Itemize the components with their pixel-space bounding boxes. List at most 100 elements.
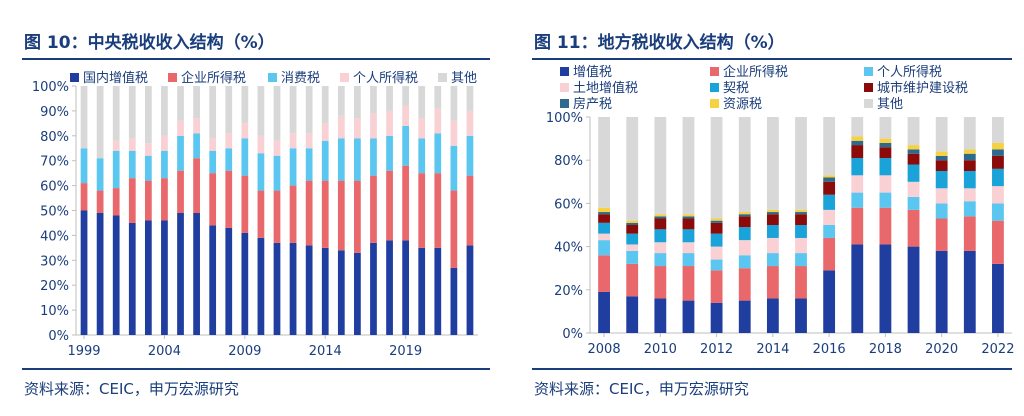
bar-segment <box>851 145 864 159</box>
bar-segment <box>434 247 442 335</box>
x-tick-label: 2010 <box>644 342 677 357</box>
bar-segment <box>241 123 249 139</box>
bar-segment <box>823 270 836 333</box>
bar-segment <box>963 171 976 189</box>
bar-segment <box>209 173 217 226</box>
y-tick-label: 0% <box>48 329 69 344</box>
legend-swatch <box>560 99 569 108</box>
bar-segment <box>992 155 1004 169</box>
bar-segment <box>598 240 610 256</box>
bar-segment <box>992 117 1004 143</box>
bar-segment <box>710 233 723 247</box>
bar-segment <box>963 149 976 154</box>
bar-segment <box>992 263 1004 333</box>
bar-segment <box>654 242 667 254</box>
bar-segment <box>337 250 345 335</box>
bar-segment <box>241 86 249 124</box>
legend-swatch <box>710 67 719 76</box>
bar-segment <box>177 120 184 136</box>
bar-segment <box>193 212 200 335</box>
bar-segment <box>963 160 976 171</box>
bar-segment <box>112 215 120 335</box>
bar-segment <box>598 117 610 208</box>
bar-segment <box>654 117 667 215</box>
legend-swatch <box>864 83 873 92</box>
bar-segment <box>144 155 152 181</box>
bar-segment <box>144 180 152 221</box>
bar-segment <box>992 168 1004 187</box>
legend-label: 其他 <box>451 71 477 86</box>
legend-swatch <box>168 73 177 82</box>
bar-segment <box>273 242 281 335</box>
bar-segment <box>289 133 297 149</box>
bar-segment <box>177 170 184 213</box>
bar-segment <box>434 133 442 174</box>
bar-segment <box>626 250 639 264</box>
legend-label: 企业所得税 <box>181 70 246 86</box>
bar-segment <box>907 153 920 165</box>
y-tick-label: 40% <box>554 241 583 256</box>
x-tick-label: 2012 <box>700 342 733 357</box>
bar-segment <box>823 175 836 178</box>
bar-segment <box>257 135 265 154</box>
y-tick-label: 20% <box>40 279 69 294</box>
bar-segment <box>112 86 120 141</box>
x-tick-label: 2014 <box>309 344 342 359</box>
bar-segment <box>209 138 217 151</box>
legend-label: 房产税 <box>573 96 612 112</box>
y-tick-label: 100% <box>546 111 583 126</box>
bar-segment <box>879 158 892 176</box>
bar-segment <box>907 209 920 247</box>
legend-label: 增值税 <box>573 64 612 80</box>
bar-segment <box>935 171 948 189</box>
bar-segment <box>337 180 345 251</box>
x-tick-label: 2008 <box>588 342 621 357</box>
legend-label: 消费税 <box>281 71 320 86</box>
bar-segment <box>96 212 104 335</box>
bar-segment <box>851 158 864 176</box>
legend-swatch <box>864 99 873 108</box>
bar-segment <box>626 222 639 225</box>
bar-segment <box>370 242 377 335</box>
bar-segment <box>289 148 297 186</box>
bar-segment <box>144 220 152 335</box>
legend-label: 个人所得税 <box>877 64 942 80</box>
bar-segment <box>682 266 695 301</box>
bar-segment <box>710 222 723 234</box>
x-tick-label: 2019 <box>389 344 422 359</box>
title-divider <box>22 58 490 60</box>
legend-label: 资源税 <box>723 97 762 112</box>
bar-segment <box>161 150 168 179</box>
x-tick-label: 2018 <box>869 342 902 357</box>
bar-segment <box>598 212 610 215</box>
bar-segment <box>935 160 948 171</box>
bar-segment <box>354 138 361 181</box>
chart-title: 图 10：中央税收收入结构（%） <box>24 33 275 53</box>
bar-segment <box>257 153 265 191</box>
bar-segment <box>386 135 393 171</box>
bar-segment <box>193 118 200 134</box>
bar-segment <box>257 237 265 335</box>
bar-segment <box>682 253 695 267</box>
bar-segment <box>935 155 948 161</box>
bar-segment <box>851 140 864 146</box>
bar-segment <box>418 86 426 119</box>
bar-segment <box>795 209 807 213</box>
bar-segment <box>80 210 88 335</box>
bar-segment <box>963 188 976 202</box>
bar-segment <box>738 212 751 215</box>
bar-segment <box>598 291 610 333</box>
y-tick-label: 90% <box>40 105 69 120</box>
bar-segment <box>209 86 217 139</box>
bar-segment <box>738 268 751 301</box>
bar-segment <box>450 267 458 335</box>
bar-segment <box>273 190 281 243</box>
bar-segment <box>626 220 639 223</box>
bar-segment <box>128 222 136 335</box>
bar-segment <box>161 220 168 335</box>
bar-segment <box>370 138 377 176</box>
bar-segment <box>193 133 200 159</box>
bar-segment <box>710 117 723 219</box>
source-divider <box>22 368 490 370</box>
bar-segment <box>225 86 233 134</box>
